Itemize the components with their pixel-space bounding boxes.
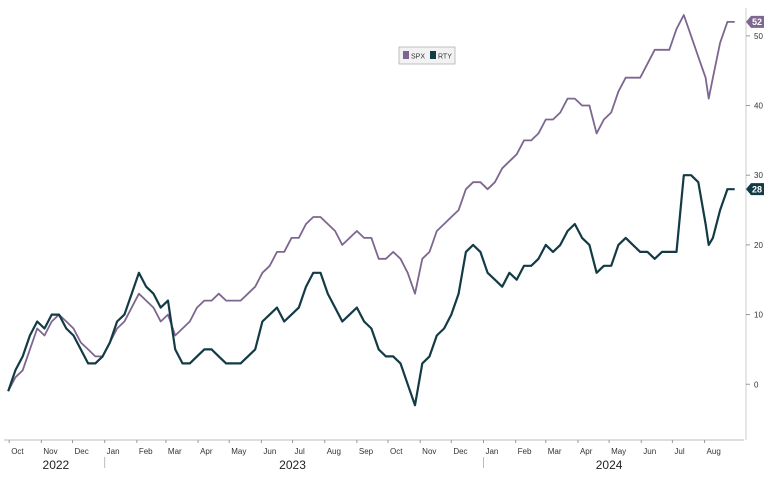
x-axis: Oct Nov Dec Jan Feb Mar Apr May Jun Jul Aug Sep Oct N… — [4, 439, 744, 472]
x-tick-label: Nov — [43, 447, 57, 456]
legend-swatch-rty — [430, 51, 436, 59]
legend-box — [398, 46, 456, 65]
y-axis: 0 10 20 30 40 50 — [745, 8, 763, 440]
y-tick-label: 20 — [754, 241, 763, 250]
last-value-text: 52 — [752, 17, 762, 27]
x-tick-label: Aug — [707, 447, 721, 456]
x-tick-label: Nov — [422, 447, 436, 456]
last-value-text: 28 — [752, 184, 762, 194]
x-tick-label: Jan — [107, 447, 120, 456]
legend-label-rty: RTY — [438, 54, 452, 61]
x-tick-label: Feb — [139, 447, 153, 456]
last-value-tag-rty: 28 — [746, 183, 764, 196]
series-line-spx — [7, 14, 735, 392]
x-tick-label: May — [611, 447, 626, 456]
x-tick-label: Mar — [548, 447, 562, 456]
x-tick-label: Feb — [518, 447, 532, 456]
legend-swatch-spx — [403, 51, 409, 59]
x-tick-label: Oct — [390, 447, 403, 456]
x-tick-label: May — [231, 447, 246, 456]
x-tick-label: Mar — [168, 447, 182, 456]
x-tick-label: Apr — [580, 447, 593, 456]
year-label: 2024 — [596, 458, 623, 472]
x-tick-label: Jun — [263, 447, 276, 456]
y-tick-label: 30 — [754, 171, 763, 180]
y-tick-label: 40 — [754, 102, 763, 111]
x-tick-label: Jan — [485, 447, 498, 456]
series-lines — [7, 14, 735, 407]
x-tick-label: Oct — [11, 447, 24, 456]
x-tick-label: Dec — [453, 447, 467, 456]
x-tick-label: Jul — [295, 447, 305, 456]
x-tick-label: Jun — [643, 447, 656, 456]
legend-label-spx: SPX — [411, 54, 425, 61]
last-value-tag-spx: 52 — [746, 15, 764, 28]
x-tick-label: Aug — [327, 447, 341, 456]
series-line-rty — [7, 174, 735, 407]
y-tick-label: 0 — [754, 380, 759, 389]
y-tick-label: 10 — [754, 311, 763, 320]
year-label: 2023 — [279, 458, 306, 472]
x-tick-label: Jul — [674, 447, 684, 456]
last-value-tags: 52 28 — [746, 15, 764, 196]
x-tick-label: Sep — [359, 447, 374, 456]
year-label: 2022 — [43, 458, 70, 472]
x-tick-label: Apr — [200, 447, 213, 456]
legend: SPX RTY — [398, 46, 456, 65]
x-tick-label: Dec — [74, 447, 88, 456]
y-tick-label: 50 — [754, 32, 763, 41]
